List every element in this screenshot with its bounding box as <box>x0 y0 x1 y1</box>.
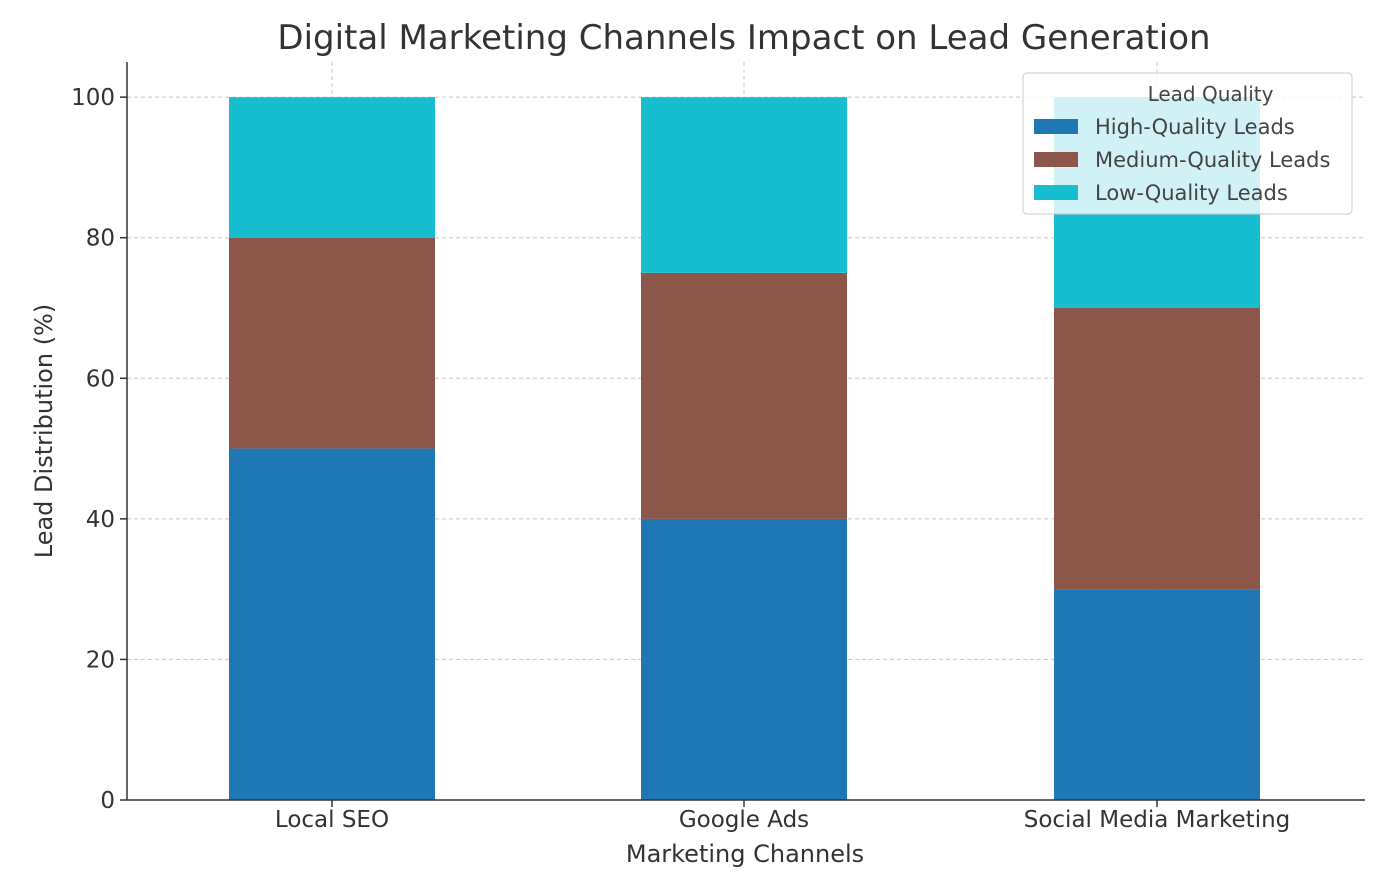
bars <box>229 97 1260 800</box>
legend-entry-label: High-Quality Leads <box>1095 115 1295 139</box>
x-tick-label: Social Media Marketing <box>1024 807 1291 833</box>
y-tick-label: 60 <box>86 366 115 392</box>
bar-segment <box>641 518 847 800</box>
y-tick-label: 0 <box>100 788 115 814</box>
bar-segment <box>1054 308 1260 590</box>
y-tick-label: 20 <box>86 647 115 673</box>
bar-segment <box>229 448 435 800</box>
y-axis-label: Lead Distribution (%) <box>30 304 58 558</box>
legend-entry-label: Low-Quality Leads <box>1095 181 1288 205</box>
x-ticks: Local SEO Google Ads Social Media Marketin… <box>275 800 1290 833</box>
x-tick-label: Google Ads <box>679 807 809 833</box>
y-tick-label: 100 <box>71 85 115 111</box>
y-tick-label: 40 <box>86 507 115 533</box>
legend-frame <box>1022 72 1353 215</box>
legend-swatch <box>1034 152 1078 167</box>
chart-title: Digital Marketing Channels Impact on Lea… <box>277 18 1210 58</box>
bar-segment <box>1054 589 1260 800</box>
legend-swatch <box>1034 119 1078 134</box>
legend-entry-label: Medium-Quality Leads <box>1095 148 1330 172</box>
bar-segment <box>641 272 847 519</box>
axes <box>126 62 1365 801</box>
legend: Lead Quality High-Quality Leads Medium-Qua… <box>1022 72 1353 215</box>
bar-segment <box>229 237 435 449</box>
bar-segment <box>229 97 435 238</box>
legend-title: Lead Quality <box>1148 82 1274 106</box>
legend-swatch <box>1034 185 1078 200</box>
bar-segment <box>641 97 847 273</box>
y-ticks: 0 20 40 60 80 100 <box>71 85 127 814</box>
x-axis-label: Marketing Channels <box>626 840 864 868</box>
x-tick-label: Local SEO <box>275 807 389 833</box>
y-tick-label: 80 <box>86 226 115 252</box>
